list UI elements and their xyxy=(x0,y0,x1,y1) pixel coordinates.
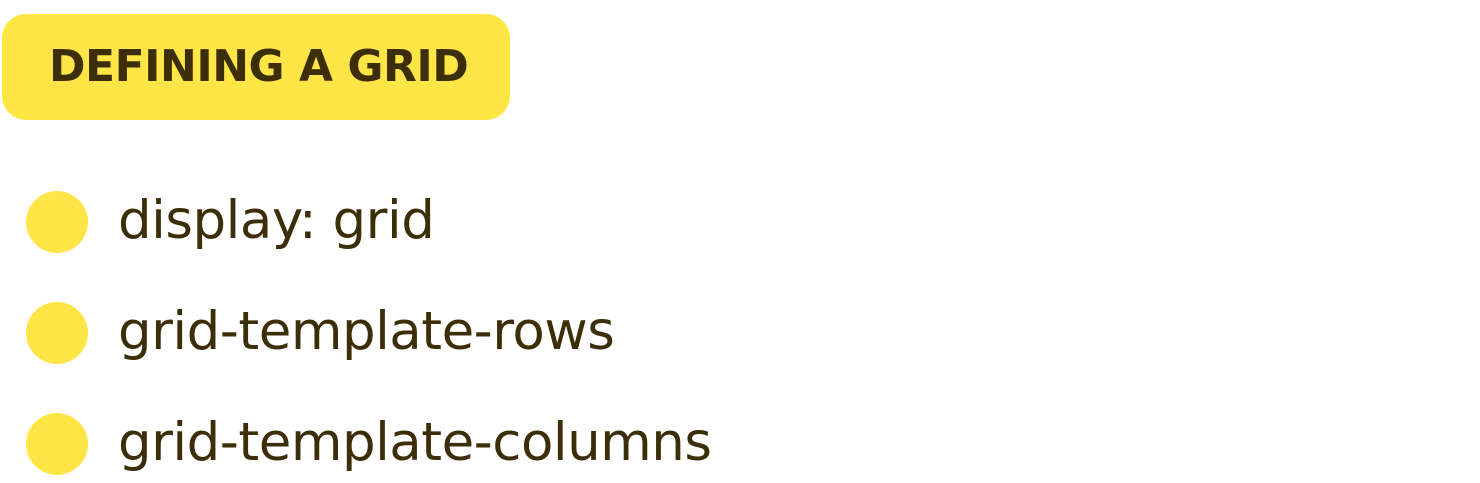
list-item-label: grid-template-rows xyxy=(118,300,615,362)
section-heading-badge: DEFINING A GRID xyxy=(2,14,510,120)
list-item: grid-template-columns xyxy=(26,413,712,475)
bullet-dot-icon xyxy=(26,191,88,253)
list-item-label: display: grid xyxy=(118,189,435,251)
list-item: display: grid xyxy=(26,189,435,253)
section-heading-title: DEFINING A GRID xyxy=(49,41,469,92)
list-item-label: grid-template-columns xyxy=(118,411,712,473)
bullet-dot-icon xyxy=(26,302,88,364)
bullet-dot-icon xyxy=(26,413,88,475)
list-item: grid-template-rows xyxy=(26,300,615,364)
